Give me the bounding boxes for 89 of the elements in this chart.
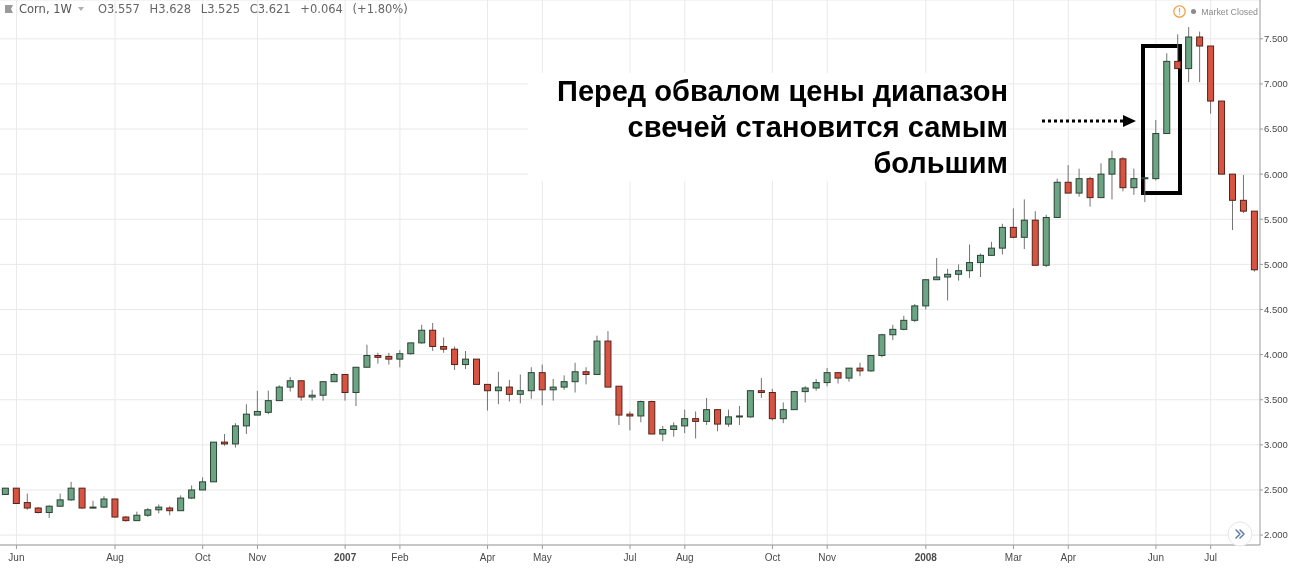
candlestick [944,268,952,301]
y-tick-label: 6.000 [1264,168,1288,180]
y-tick-label: 5.000 [1264,258,1288,270]
candlestick [582,366,590,385]
candlestick [67,481,75,502]
candlestick [626,410,634,431]
candlestick [538,364,546,406]
x-tick-label: Aug [675,552,694,563]
candlestick [757,377,765,399]
candlestick [998,223,1006,255]
candlestick [1097,162,1105,199]
candlestick [374,352,382,365]
candlestick [89,500,97,509]
candlestick [253,390,261,416]
candlestick [429,322,437,352]
candlestick [308,389,316,402]
candlestick [418,324,426,345]
x-tick-label: Apr [479,552,497,563]
candlestick [1086,176,1094,208]
annotation: Перед обвалом цены диапазон свечей становится самым большим [528,73,1008,181]
x-tick-label: Nov [248,552,267,563]
x-tick-label: Apr [1060,552,1077,563]
candlestick [933,257,941,281]
y-tick-label: 4.500 [1264,303,1288,315]
candlestick [549,378,557,402]
candlestick [462,350,470,370]
candlestick [451,345,459,371]
candlestick [976,253,984,278]
x-tick-label: Nov [818,552,837,563]
annotation: Market Closed [1201,6,1258,17]
x-tick-label: Jul [623,552,637,563]
x-tick-label: Aug [106,552,124,563]
candlestick [297,380,305,402]
candlestick [1239,174,1247,214]
x-tick-label: Jun [8,552,25,563]
candlestick [779,401,787,424]
y-tick-label: 5.500 [1264,213,1288,225]
candlestick [1174,33,1182,70]
x-tick-label: 2007 [334,552,357,563]
candlestick [78,487,86,510]
candlestick [483,383,491,412]
y-tick-label: 7.500 [1264,33,1288,45]
y-tick-label: 2.000 [1264,529,1288,541]
candlestick [560,374,568,391]
chart-title: Corn, 1W [19,2,72,16]
y-tick-label: 2.500 [1264,484,1288,496]
candlestick [264,390,272,415]
candlestick [1064,164,1072,194]
candlestick [1130,168,1138,196]
candlestick [1108,150,1116,200]
x-tick-label: Mar [1004,552,1023,563]
x-tick-label: 2008 [914,552,938,563]
candlestick [319,381,327,402]
candlestick [692,410,700,440]
x-tick-label: Oct [764,552,781,563]
x-tick-label: Oct [194,552,211,563]
candlestick [111,498,119,519]
x-tick-label: Jul [1204,552,1218,563]
candlestick [1141,177,1149,203]
candlestick [571,362,579,394]
candlestick [1196,31,1204,83]
candlestick [966,244,974,279]
annotation: O3.557 H3.628 L3.525 C3.621 +0.064 (+1.80%) [97,2,408,16]
y-tick-label: 6.500 [1264,123,1288,135]
candlestick [363,344,371,368]
candlestick [735,405,743,426]
candlestick [856,362,864,377]
candlestick [505,379,513,403]
candlestick [1075,168,1083,198]
y-tick-label: 3.000 [1264,439,1288,451]
candlestick [231,422,239,449]
y-tick-label: 7.000 [1264,78,1288,90]
candlestick [911,303,919,323]
candlestick [1020,198,1028,250]
x-tick-label: May [532,552,552,563]
candlestick [823,367,831,387]
y-tick-label: 3.500 [1264,394,1288,406]
candlestick [341,373,349,402]
candlestick [714,409,722,432]
y-tick-label: 4.000 [1264,348,1288,360]
x-tick-label: Feb [391,552,409,563]
candlestick [242,403,250,435]
x-tick-label: Jun [1147,552,1164,563]
candlestick [703,397,711,426]
candlestick [494,371,502,405]
candlestick [1009,207,1017,239]
candlestick [527,366,535,400]
candlestick [516,373,524,404]
candlestick [681,409,689,434]
